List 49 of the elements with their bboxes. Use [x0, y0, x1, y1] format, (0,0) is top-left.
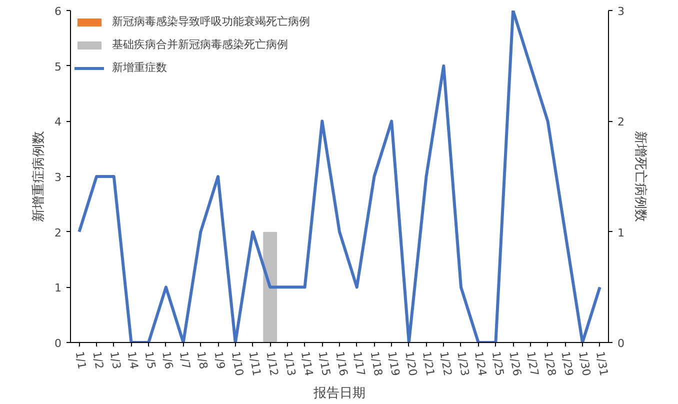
- x-tick-label: 1/2: [90, 350, 106, 370]
- x-tick-label: 1/26: [506, 350, 524, 377]
- line-series: [78, 10, 602, 342]
- x-tick-label: 1/30: [576, 350, 594, 377]
- y2-tick-label: 1: [618, 226, 624, 240]
- x-tick-label: 1/20: [402, 350, 420, 377]
- y2-tick-label: 0: [618, 337, 624, 350]
- y-tick-label: 2: [54, 226, 62, 240]
- x-tick-label: 1/14: [298, 350, 316, 377]
- x-tick-label: 1/15: [316, 350, 333, 377]
- legend-label: 基础疾病合并新冠病毒感染死亡病例: [112, 37, 288, 52]
- x-tick-label: 1/28: [541, 350, 558, 377]
- y2-axis-title: 新增死亡病例数: [632, 131, 648, 222]
- x-tick-label: 1/23: [454, 350, 472, 377]
- x-tick-label: 1/1: [72, 350, 89, 370]
- x-tick-label: 1/29: [558, 350, 576, 377]
- x-tick-label: 1/10: [228, 350, 246, 377]
- x-tick-label: 1/5: [142, 350, 158, 370]
- x-tick-label: 1/21: [420, 350, 437, 377]
- x-tick-label: 1/19: [385, 350, 402, 377]
- x-tick-label: 1/12: [264, 350, 281, 377]
- x-tick-label: 1/7: [176, 350, 193, 370]
- y-tick-label: 0: [54, 337, 62, 350]
- x-tick-label: 1/16: [333, 350, 350, 377]
- x-tick-label: 1/22: [437, 350, 454, 377]
- y-tick-label: 6: [54, 5, 62, 18]
- legend-label: 新冠病毒感染导致呼吸功能衰竭死亡病例: [112, 14, 310, 29]
- x-tick-label: 1/24: [472, 350, 489, 377]
- x-tick-label: 1/8: [194, 350, 210, 370]
- y-tick-label: 4: [54, 116, 62, 129]
- x-tick-label: 1/11: [246, 350, 264, 377]
- x-tick-label: 1/6: [160, 350, 176, 370]
- x-tick-label: 1/4: [124, 350, 141, 370]
- x-tick-label: 1/25: [489, 350, 506, 377]
- x-tick-label: 1/17: [350, 350, 368, 377]
- x-tick-label: 1/13: [281, 350, 298, 377]
- y-tick-label: 5: [54, 60, 62, 74]
- x-tick-label: 1/27: [524, 350, 542, 377]
- y-tick-label: 1: [54, 282, 62, 295]
- y2-tick-label: 3: [618, 5, 624, 18]
- y2-tick-label: 2: [618, 116, 624, 129]
- y-axis-title: 新增重症病例数: [32, 131, 46, 222]
- x-tick-label: 1/31: [593, 350, 610, 377]
- y-tick-label: 3: [54, 171, 62, 184]
- x-axis-title: 报告日期: [312, 386, 366, 402]
- x-tick-label: 1/9: [212, 350, 228, 370]
- x-tick-label: 1/18: [368, 350, 385, 377]
- legend-label: 新增重症数: [112, 60, 167, 75]
- x-tick-label: 1/3: [107, 350, 124, 370]
